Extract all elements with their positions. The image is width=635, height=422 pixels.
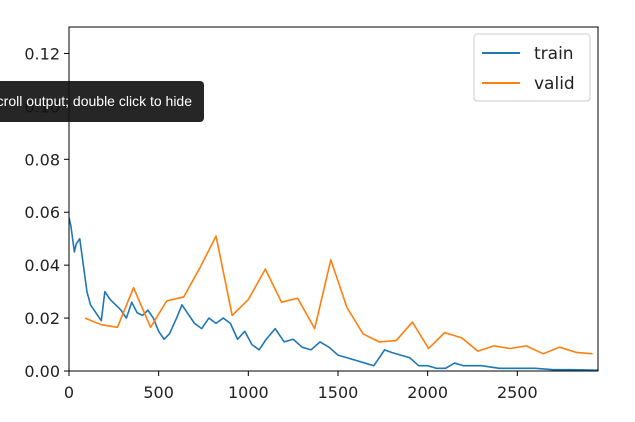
y-tick-label: 0.04 (24, 256, 60, 275)
y-tick-label: 0.06 (24, 203, 60, 222)
x-tick-label: 2000 (407, 383, 448, 402)
series-line-valid (84, 235, 593, 355)
legend: train valid (473, 33, 591, 102)
x-tick-label: 500 (143, 383, 174, 402)
y-tick-label: 0.12 (24, 44, 60, 63)
ticks-layer: 0 500 1000 1500 2000 2500 0.00 0.02 0.04 0.06 0.08… (24, 44, 537, 402)
legend-box (473, 33, 591, 102)
series-layer (69, 217, 598, 371)
scroll-output-tooltip: Click to scroll output; double click to … (0, 81, 204, 122)
x-tick-label: 1500 (318, 383, 359, 402)
series-line-train (69, 217, 598, 371)
x-tick-label: 1000 (228, 383, 269, 402)
x-tick-label: 0 (64, 383, 74, 402)
x-tick-label: 2500 (497, 383, 538, 402)
plot-frame (68, 26, 599, 372)
legend-label-valid: valid (534, 74, 575, 94)
legend-label-train: train (534, 44, 574, 64)
y-tick-label: 0.02 (24, 309, 60, 328)
tooltip-text: Click to scroll output; double click to … (0, 93, 192, 109)
y-tick-label: 0.08 (24, 150, 60, 169)
y-tick-label: 0.00 (24, 362, 60, 381)
